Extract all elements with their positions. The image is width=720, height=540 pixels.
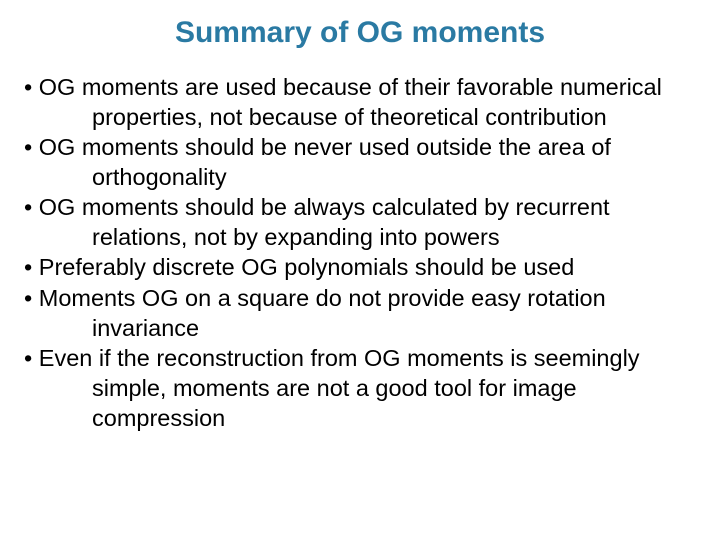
bullet-item: Even if the reconstruction from OG momen…: [24, 343, 696, 433]
bullet-item: OG moments are used because of their fav…: [24, 72, 696, 132]
bullet-list: OG moments are used because of their fav…: [24, 72, 696, 433]
bullet-item: OG moments should be never used outside …: [24, 132, 696, 192]
bullet-item: OG moments should be always calculated b…: [24, 192, 696, 252]
bullet-item: Preferably discrete OG polynomials shoul…: [24, 252, 696, 282]
bullet-item: Moments OG on a square do not provide ea…: [24, 283, 696, 343]
slide-title: Summary of OG moments: [24, 16, 696, 50]
